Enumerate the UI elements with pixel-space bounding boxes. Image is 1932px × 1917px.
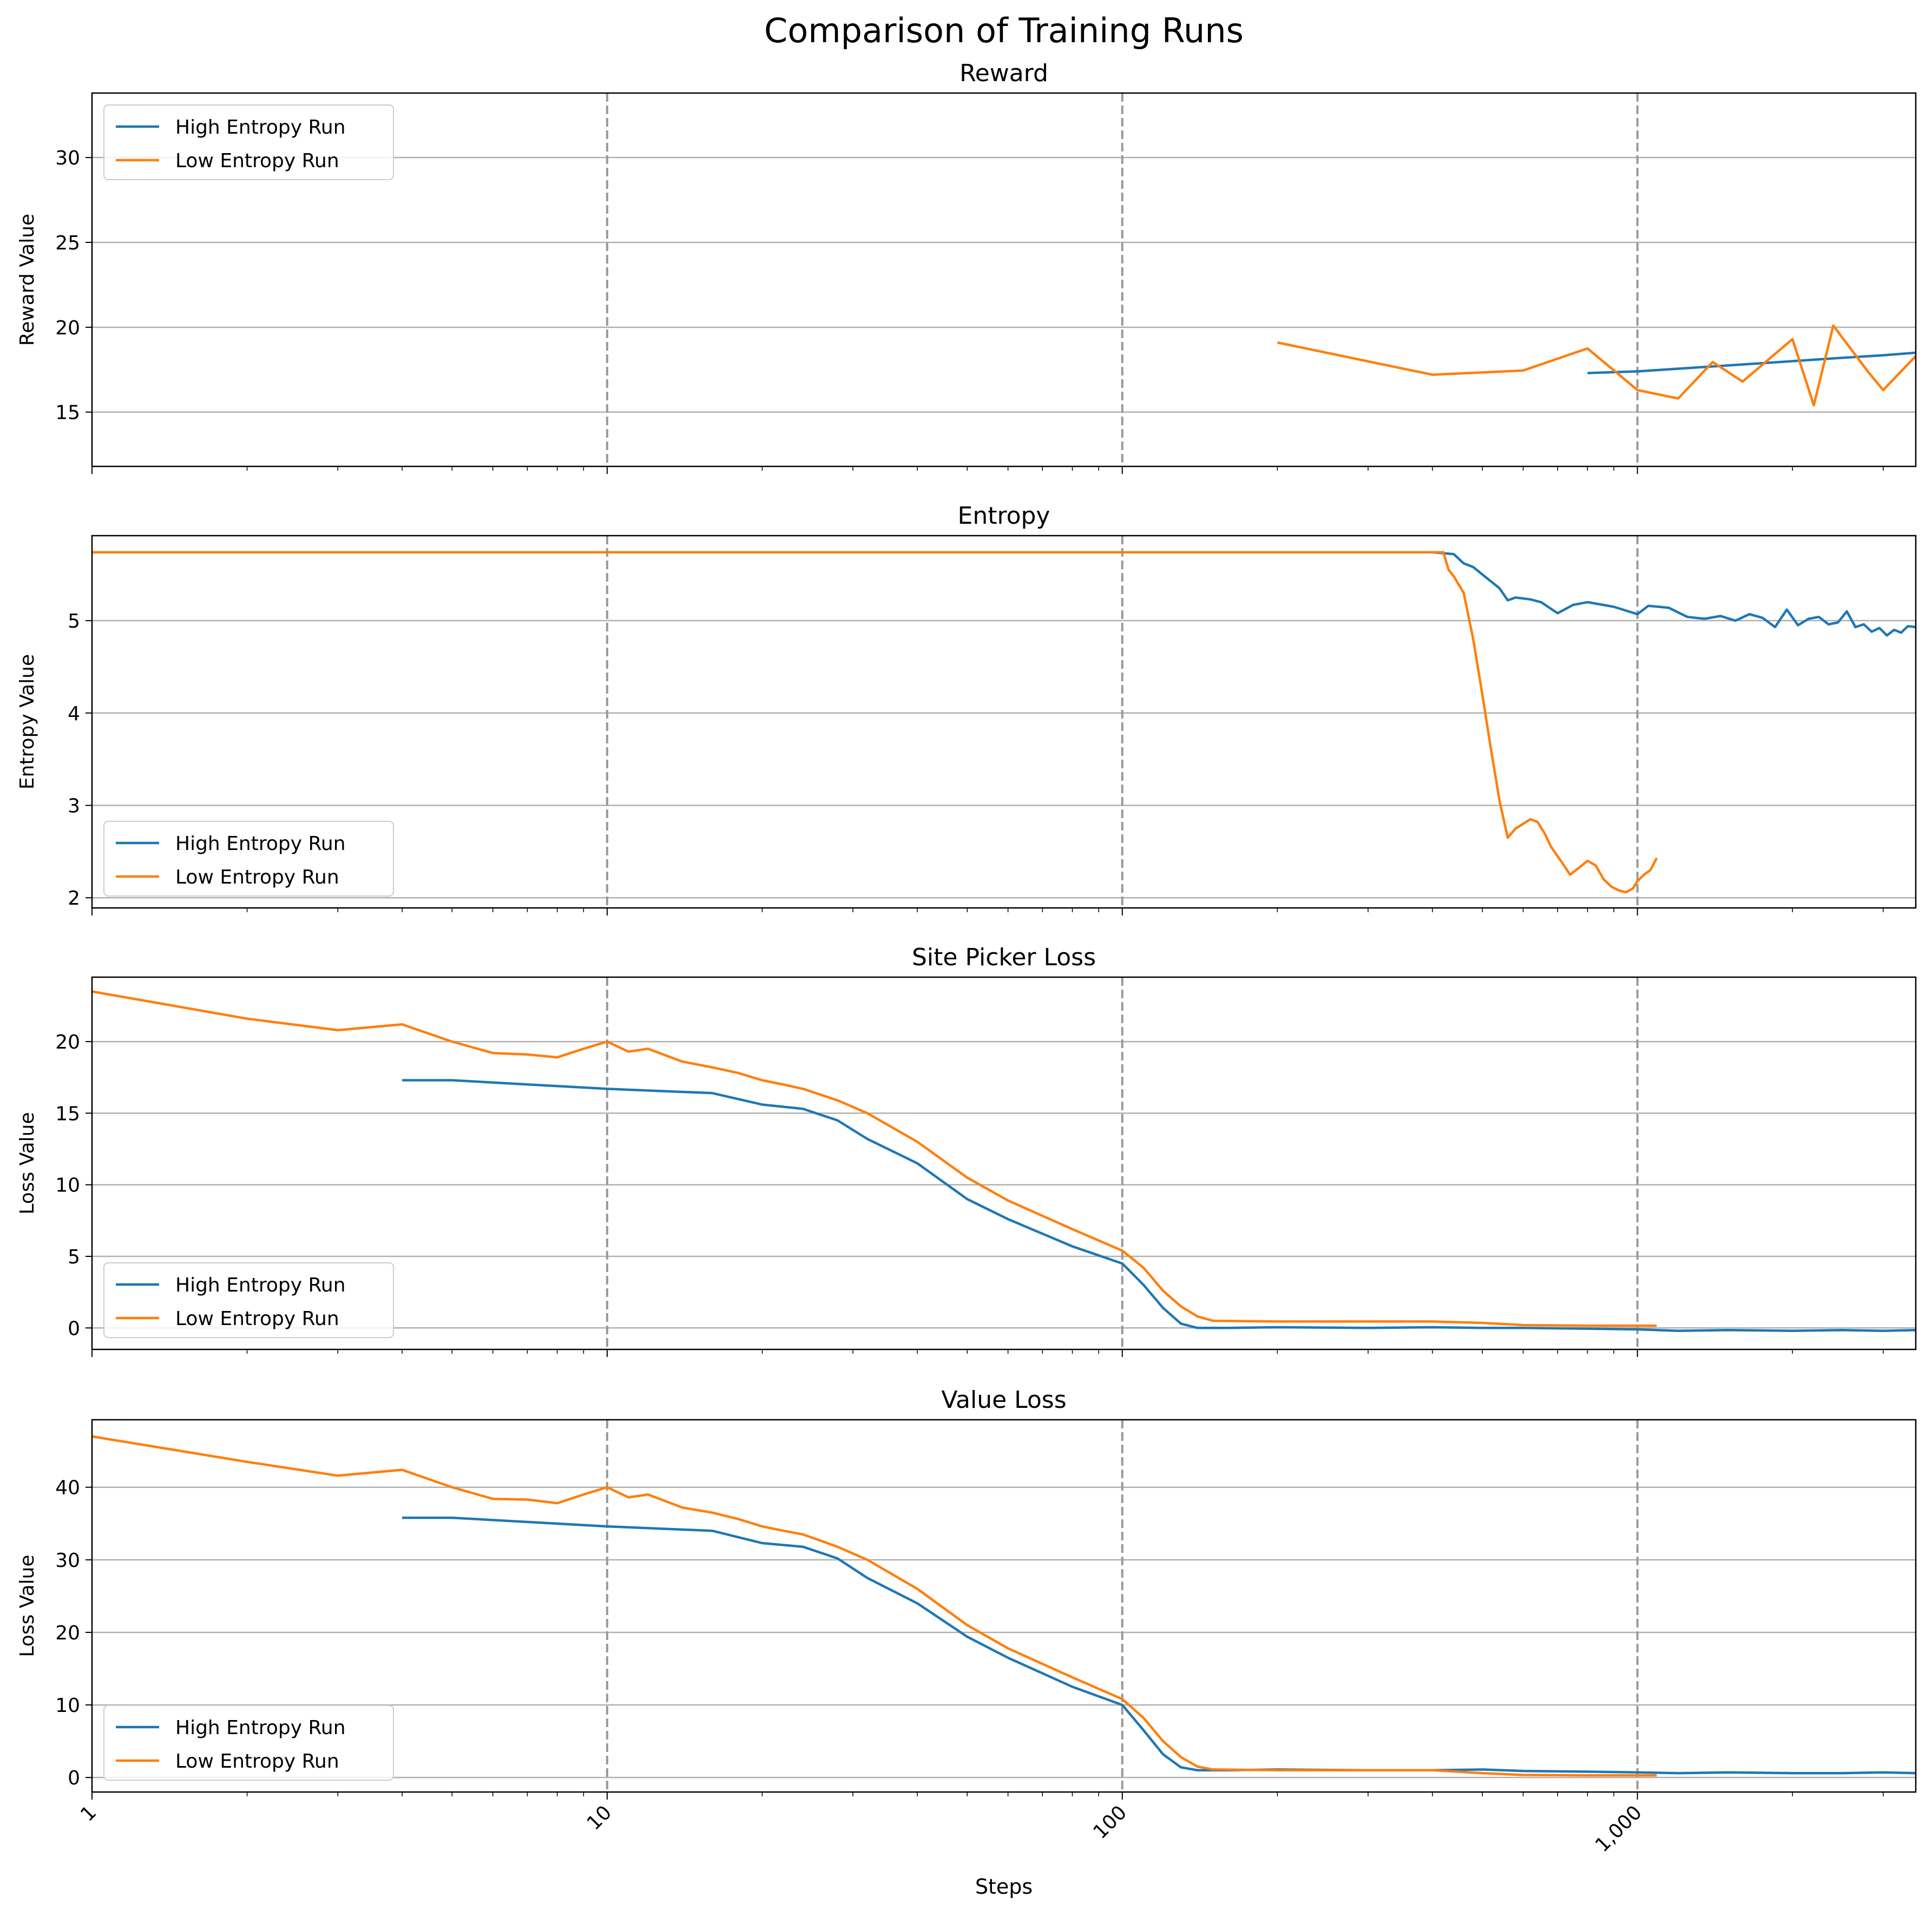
legend-entry: High Entropy Run	[175, 833, 346, 855]
y-tick-label: 25	[55, 232, 80, 254]
legend: High Entropy Run Low Entropy Run	[103, 1262, 394, 1338]
legend-box	[103, 821, 394, 897]
y-tick-label: 20	[55, 1622, 80, 1644]
legend-entry: Low Entropy Run	[175, 150, 339, 172]
legend-box	[103, 1262, 394, 1338]
series-line-high-entropy	[92, 551, 1916, 637]
series-line-high-entropy	[402, 1516, 1916, 1775]
y-axis-label: Entropy Value	[16, 654, 38, 789]
y-tick-label: 20	[55, 1031, 80, 1053]
y-tick-label: 30	[55, 1550, 80, 1572]
legend-entry: Low Entropy Run	[175, 1750, 339, 1773]
y-axis-label: Loss Value	[16, 1112, 38, 1214]
y-tick-label: 10	[55, 1175, 80, 1197]
y-axis-label: Reward Value	[16, 214, 38, 346]
y-tick-label: 2	[68, 887, 80, 910]
legend: High Entropy Run Low Entropy Run	[103, 104, 394, 180]
x-axis-label: Steps	[975, 1875, 1033, 1899]
series-line-low-entropy	[92, 1435, 1657, 1777]
axes-frame	[91, 535, 1917, 909]
series-line-low-entropy	[92, 990, 1657, 1327]
y-tick-label: 5	[68, 1246, 80, 1268]
y-tick-label: 4	[68, 703, 80, 725]
subplot-2: Entropy 2 3 4 5 Entropy Value High Entropy Run…	[16, 502, 1917, 915]
y-tick-label: 3	[68, 795, 80, 818]
y-tick-label: 30	[55, 147, 80, 169]
legend-entry: High Entropy Run	[175, 1717, 346, 1739]
axes-frame	[91, 92, 1917, 467]
legend-entry: Low Entropy Run	[175, 1308, 339, 1330]
axes-frame	[91, 1419, 1917, 1793]
legend-entry: High Entropy Run	[175, 116, 346, 139]
y-tick-label: 40	[55, 1477, 80, 1499]
y-tick-label: 0	[68, 1767, 80, 1789]
subplot-title: Value Loss	[941, 1386, 1066, 1414]
legend-entry: High Entropy Run	[175, 1274, 346, 1296]
y-tick-label: 10	[55, 1695, 80, 1717]
subplot-title: Reward	[960, 60, 1048, 87]
y-tick-label: 20	[55, 317, 80, 339]
subplot-title: Site Picker Loss	[912, 944, 1096, 971]
subplot-1: Reward 15 20 25 30 Reward Value High Entropy R…	[16, 60, 1917, 474]
y-tick-label: 15	[55, 1103, 80, 1125]
subplot-3: Site Picker Loss 0 5 10 15 20 Loss Value High E…	[16, 944, 1917, 1357]
series-line-high-entropy	[1587, 351, 1916, 374]
y-tick-label: 5	[68, 610, 80, 633]
axes-frame	[91, 976, 1917, 1351]
series-line-high-entropy	[402, 1079, 1916, 1332]
figure-title: Comparison of Training Runs	[764, 11, 1244, 50]
legend: High Entropy Run Low Entropy Run	[103, 821, 394, 897]
legend-box	[103, 1705, 394, 1781]
legend: High Entropy Run Low Entropy Run	[103, 1705, 394, 1781]
subplot-title: Entropy	[958, 502, 1050, 530]
y-axis-label: Loss Value	[16, 1554, 38, 1657]
legend-entry: Low Entropy Run	[175, 866, 339, 888]
y-tick-label: 15	[55, 402, 80, 424]
legend-box	[103, 104, 394, 180]
y-tick-label: 0	[68, 1317, 80, 1340]
series-line-low-entropy	[1277, 324, 1916, 407]
series-line-low-entropy	[92, 551, 1658, 894]
subplot-4: Value Loss 0 10 20 30 40 Loss Value High Entrop…	[16, 1386, 1917, 1856]
